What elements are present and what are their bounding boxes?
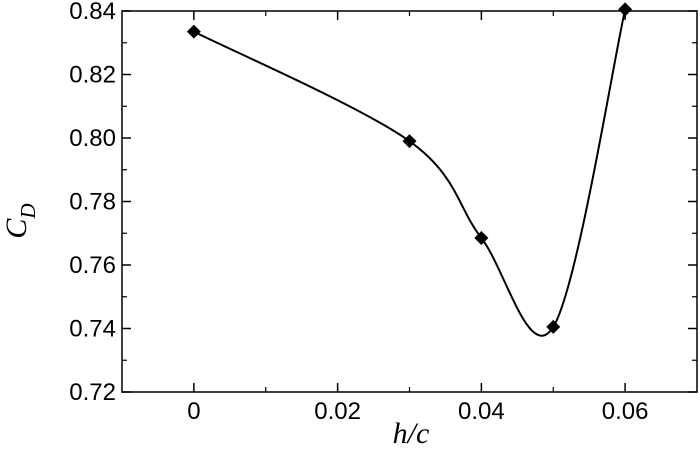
series-line [193,9,627,337]
y-axis-title: CD [0,203,40,238]
data-point-3 [546,319,561,334]
labels-layer: 0 0.02 0.04 0.06 0.72 0.74 0.76 0.78 0.80 0.82 0.8… [69,0,648,425]
x-tick-label-2: 0.04 [458,398,505,425]
markers-layer [186,2,633,334]
x-tick-label-1: 0.02 [314,398,361,425]
y-tick-label-1: 0.74 [69,316,116,343]
data-point-1 [402,134,417,149]
y-tick-label-3: 0.78 [69,189,116,216]
x-tick-label-0: 0 [187,398,200,425]
svg-text:CD: CD [0,203,40,238]
x-tick-label-3: 0.06 [602,398,649,425]
y-axis-title-sub: D [16,203,40,219]
y-tick-label-4: 0.80 [69,125,116,152]
plot-frame [121,10,698,393]
y-tick-label-6: 0.84 [69,0,116,25]
y-tick-label-0: 0.72 [69,379,116,406]
y-tick-label-2: 0.76 [69,252,116,279]
data-point-4 [618,2,633,17]
data-point-0 [186,24,201,39]
x-axis-title: h/c [393,417,430,449]
ticks-layer [122,10,697,393]
data-point-2 [474,231,489,246]
y-axis-title-main: C [0,218,33,239]
y-tick-label-5: 0.82 [69,62,116,89]
